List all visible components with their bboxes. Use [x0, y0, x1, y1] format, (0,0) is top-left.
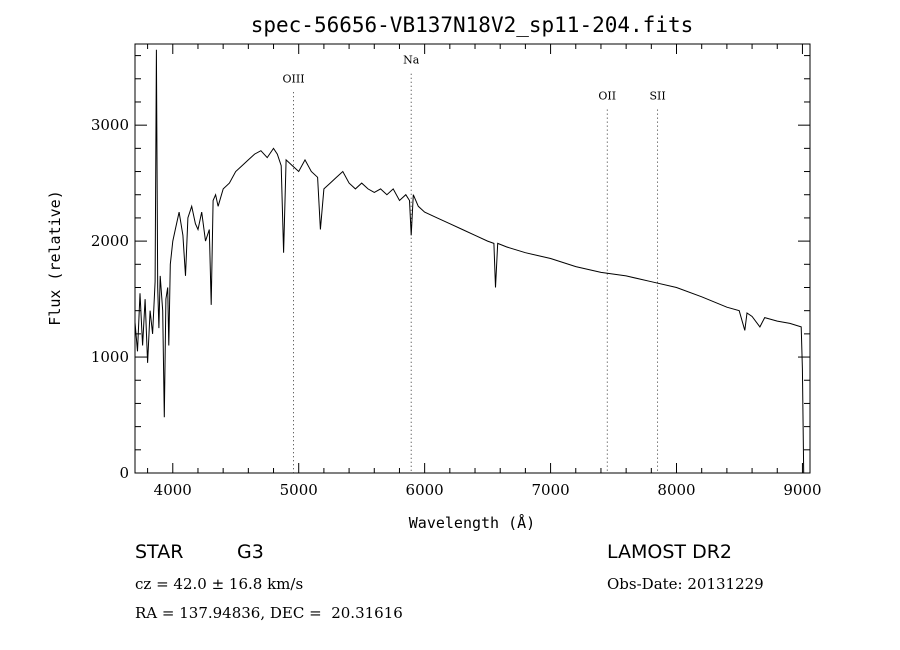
- marker-label-sii: SII: [650, 90, 666, 103]
- object-subclass: G3: [237, 541, 264, 563]
- x-tick-label: 4000: [154, 481, 192, 499]
- survey-name: LAMOST DR2: [607, 541, 732, 563]
- x-tick-label: 5000: [280, 481, 318, 499]
- x-tick-label: 8000: [657, 481, 695, 499]
- marker-label-oiii: OIII: [283, 72, 305, 85]
- y-tick-label: 2000: [91, 232, 129, 250]
- chart-title: spec-56656-VB137N18V2_sp11-204.fits: [251, 13, 694, 37]
- obs-date-text: Obs-Date: 20131229: [607, 575, 764, 593]
- object-class: STAR: [135, 541, 184, 563]
- x-tick-label: 6000: [406, 481, 444, 499]
- plot-frame: [134, 43, 811, 474]
- marker-label-oii: OII: [598, 90, 616, 103]
- x-tick-label: 9000: [783, 481, 821, 499]
- plot-area: 4000 5000 6000 7000 8000 9000 0 1000 2000 3000 OII…: [91, 43, 822, 499]
- y-tick-label: 0: [119, 464, 129, 482]
- x-axis-title: Wavelength (Å): [409, 513, 535, 532]
- y-tick-label: 3000: [91, 116, 129, 134]
- y-axis-title: Flux (relative): [46, 190, 64, 325]
- redshift-text: cz = 42.0 ± 16.8 km/s: [135, 575, 304, 593]
- y-tick-label: 1000: [91, 348, 129, 366]
- spectrum-line: [134, 49, 805, 474]
- marker-label-na: Na: [403, 54, 420, 67]
- coordinates-text: RA = 137.94836, DEC = 20.31616: [135, 604, 403, 622]
- x-tick-label: 7000: [531, 481, 569, 499]
